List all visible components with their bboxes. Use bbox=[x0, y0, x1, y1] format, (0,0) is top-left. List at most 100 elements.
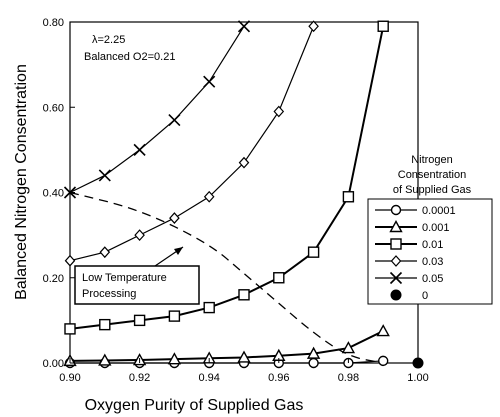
marker-square-open bbox=[342, 191, 355, 203]
data-point bbox=[167, 352, 182, 365]
legend: Nitrogen Consentration of Supplied Gas 0… bbox=[367, 154, 493, 305]
marker-circle-open bbox=[378, 355, 389, 367]
data-point bbox=[98, 353, 112, 366]
legend-entry: 0.0001 bbox=[375, 204, 456, 217]
legend-label: 0.0001 bbox=[422, 205, 456, 217]
y-axis-label: Balanced Nitrogen Consentration bbox=[13, 64, 30, 300]
y-tick-label: 0.20 bbox=[43, 273, 64, 285]
marker-triangle-open bbox=[306, 346, 321, 359]
marker-square-open bbox=[377, 20, 389, 32]
marker-x bbox=[237, 20, 251, 33]
marker-circle-open bbox=[390, 204, 402, 216]
series-0.001 bbox=[63, 324, 390, 367]
data-point bbox=[203, 190, 215, 203]
data-point bbox=[99, 318, 111, 331]
data-point bbox=[168, 310, 181, 322]
series-0.01 bbox=[64, 20, 389, 335]
marker-diamond-open bbox=[169, 212, 180, 224]
data-point bbox=[273, 105, 285, 118]
data-point bbox=[342, 191, 355, 203]
callout-arrowhead bbox=[174, 247, 183, 255]
marker-square-open bbox=[168, 310, 181, 322]
marker-x bbox=[389, 271, 403, 285]
x-axis-label: Oxygen Purity of Supplied Gas bbox=[85, 397, 304, 414]
data-point bbox=[133, 314, 146, 327]
callout-line-2: Processing bbox=[82, 288, 136, 300]
boundary-curve bbox=[69, 191, 384, 364]
series-line bbox=[69, 26, 385, 330]
plot-frame bbox=[69, 21, 419, 364]
marker-square-open bbox=[133, 314, 146, 327]
legend-label: 0 bbox=[422, 290, 428, 302]
annotation-lambda: λ=2.25 bbox=[92, 34, 125, 46]
data-point bbox=[308, 20, 319, 33]
data-point bbox=[64, 323, 76, 335]
series-line bbox=[69, 330, 384, 362]
marker-square-open bbox=[273, 272, 285, 284]
legend-entry: 0.01 bbox=[375, 238, 443, 251]
series-0.03 bbox=[64, 20, 319, 267]
marker-square-open bbox=[307, 246, 320, 258]
legend-title-1: Nitrogen bbox=[411, 154, 453, 166]
legend-entry: 0.001 bbox=[375, 220, 450, 234]
y-tick-label: 0.60 bbox=[43, 102, 64, 114]
legend-marker bbox=[390, 255, 402, 267]
marker-circle-filled bbox=[390, 289, 402, 301]
data-point bbox=[238, 156, 250, 169]
marker-circle-open bbox=[308, 357, 319, 369]
marker-x bbox=[98, 169, 111, 182]
x-tick-label: 1.00 bbox=[407, 372, 428, 384]
data-point bbox=[237, 20, 251, 33]
data-point bbox=[308, 357, 319, 369]
series-line bbox=[69, 25, 245, 194]
plot-area bbox=[69, 21, 419, 364]
callout-line-1: Low Temperature bbox=[82, 272, 167, 284]
marker-diamond-open bbox=[390, 255, 402, 267]
series-line bbox=[70, 360, 384, 364]
legend-marker bbox=[389, 220, 403, 233]
data-point bbox=[376, 324, 390, 337]
legend-marker bbox=[390, 289, 402, 301]
marker-triangle-open bbox=[376, 324, 390, 337]
legend-marker bbox=[390, 204, 402, 216]
legend-label: 0.001 bbox=[422, 222, 450, 234]
marker-square-open bbox=[390, 238, 402, 250]
legend-label: 0.01 bbox=[422, 239, 443, 251]
callout-low-temperature: Low Temperature Processing bbox=[74, 246, 200, 305]
marker-square-open bbox=[203, 301, 215, 314]
data-point bbox=[306, 346, 321, 359]
marker-triangle-open bbox=[98, 353, 112, 366]
marker-x bbox=[133, 143, 146, 156]
annotation-box: λ=2.25 Balanced O2=0.21 bbox=[84, 34, 175, 63]
marker-triangle-open bbox=[237, 350, 251, 363]
y-tick-label: 0.40 bbox=[43, 188, 64, 200]
data-point bbox=[203, 75, 216, 88]
legend-entry: 0.03 bbox=[375, 255, 443, 268]
legend-label: 0.03 bbox=[422, 256, 443, 268]
data-point bbox=[377, 20, 389, 32]
marker-square-open bbox=[64, 323, 76, 335]
data-point bbox=[134, 229, 145, 242]
marker-diamond-open bbox=[238, 156, 250, 169]
data-point bbox=[341, 341, 356, 354]
callout-box bbox=[74, 265, 200, 305]
marker-square-open bbox=[99, 318, 111, 331]
x-tick-label: 0.96 bbox=[268, 372, 289, 384]
marker-square-open bbox=[238, 289, 250, 301]
annotation-balanced-o2: Balanced O2=0.21 bbox=[84, 51, 175, 63]
legend-marker bbox=[389, 271, 403, 285]
marker-diamond-open bbox=[273, 105, 285, 118]
marker-diamond-open bbox=[64, 254, 76, 267]
series-line bbox=[69, 26, 315, 262]
legend-title-2: Consentration bbox=[398, 169, 467, 181]
legend-marker bbox=[390, 238, 402, 250]
data-point bbox=[378, 355, 389, 367]
x-tick-label: 0.92 bbox=[129, 372, 150, 384]
data-point bbox=[238, 289, 250, 301]
legend-box bbox=[367, 198, 493, 305]
data-point bbox=[98, 169, 111, 182]
legend-title-3: of Supplied Gas bbox=[393, 184, 472, 196]
data-point bbox=[237, 350, 251, 363]
marker-diamond-open bbox=[308, 20, 319, 33]
